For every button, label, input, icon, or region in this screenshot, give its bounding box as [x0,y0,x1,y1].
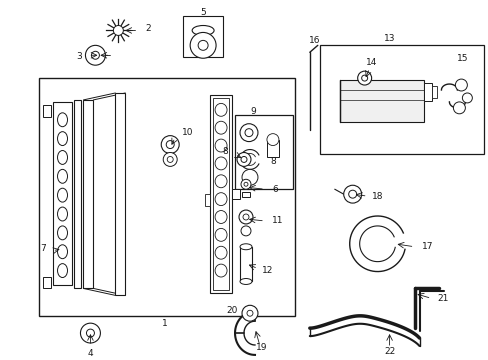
Text: 19: 19 [256,343,267,352]
Text: 22: 22 [383,347,394,356]
Ellipse shape [240,244,251,250]
Bar [83,100,93,288]
Circle shape [357,71,371,85]
Circle shape [113,26,123,35]
Ellipse shape [58,226,67,240]
Text: 13: 13 [383,34,394,43]
Circle shape [190,32,216,58]
Circle shape [86,329,94,337]
Ellipse shape [58,132,67,145]
Bar [210,95,232,293]
Text: 18: 18 [371,192,383,201]
Ellipse shape [215,157,226,170]
Circle shape [241,226,250,236]
Circle shape [242,305,258,321]
Circle shape [239,210,252,224]
Circle shape [361,75,367,81]
Text: 1: 1 [162,319,168,328]
Circle shape [198,40,208,50]
Text: 12: 12 [262,266,273,275]
Circle shape [237,153,250,166]
Circle shape [85,45,105,65]
Circle shape [167,157,173,162]
Text: 4: 4 [87,350,93,359]
Text: 21: 21 [437,294,448,303]
Bar [115,93,125,295]
Bar [339,80,424,122]
Text: 11: 11 [271,216,283,225]
Bar [424,83,431,101]
Ellipse shape [58,245,67,259]
Circle shape [343,185,361,203]
Circle shape [240,124,258,141]
Text: 8: 8 [222,147,227,156]
Ellipse shape [215,103,226,116]
Text: 14: 14 [365,58,377,67]
Ellipse shape [215,264,226,277]
Circle shape [81,323,100,343]
Text: 16: 16 [308,36,320,45]
Bar [74,100,81,288]
Text: 5: 5 [200,8,205,17]
Bar [52,102,72,285]
Bar [232,189,240,199]
Text: 10: 10 [182,128,193,137]
Bar [213,98,228,291]
Ellipse shape [58,150,67,165]
Text: 7: 7 [40,244,45,253]
Ellipse shape [192,26,214,35]
Text: 17: 17 [421,242,432,251]
Ellipse shape [215,175,226,188]
Circle shape [452,102,465,114]
Circle shape [91,51,99,59]
Circle shape [266,134,278,145]
Ellipse shape [215,211,226,224]
Circle shape [244,129,252,137]
Circle shape [166,141,174,149]
Bar [39,78,294,316]
Bar [42,105,50,117]
Circle shape [462,93,471,103]
Ellipse shape [215,121,226,134]
Circle shape [241,179,250,189]
Text: 6: 6 [271,185,277,194]
Ellipse shape [240,279,251,284]
Bar [240,247,251,282]
Text: 2: 2 [145,24,151,33]
Ellipse shape [215,228,226,241]
Text: 20: 20 [226,306,238,315]
Ellipse shape [58,264,67,278]
Ellipse shape [58,113,67,127]
Circle shape [348,190,356,198]
Bar [266,140,278,157]
Circle shape [242,169,258,185]
Circle shape [246,310,252,316]
Ellipse shape [215,139,226,152]
Ellipse shape [58,207,67,221]
Text: 3: 3 [77,52,82,61]
Circle shape [244,182,247,186]
Bar [204,194,210,206]
Circle shape [454,79,467,91]
Ellipse shape [58,188,67,202]
Ellipse shape [215,246,226,259]
Circle shape [163,153,177,166]
Bar [319,45,483,154]
Bar [235,115,292,189]
Bar [42,276,50,288]
Ellipse shape [58,169,67,183]
Circle shape [241,157,246,162]
Text: 8: 8 [269,157,275,166]
Bar [242,192,249,197]
Circle shape [161,136,179,153]
Ellipse shape [215,193,226,206]
Bar [431,86,437,98]
Circle shape [243,214,248,220]
Bar [183,15,223,57]
Text: 15: 15 [456,54,467,63]
Text: 9: 9 [249,107,255,116]
